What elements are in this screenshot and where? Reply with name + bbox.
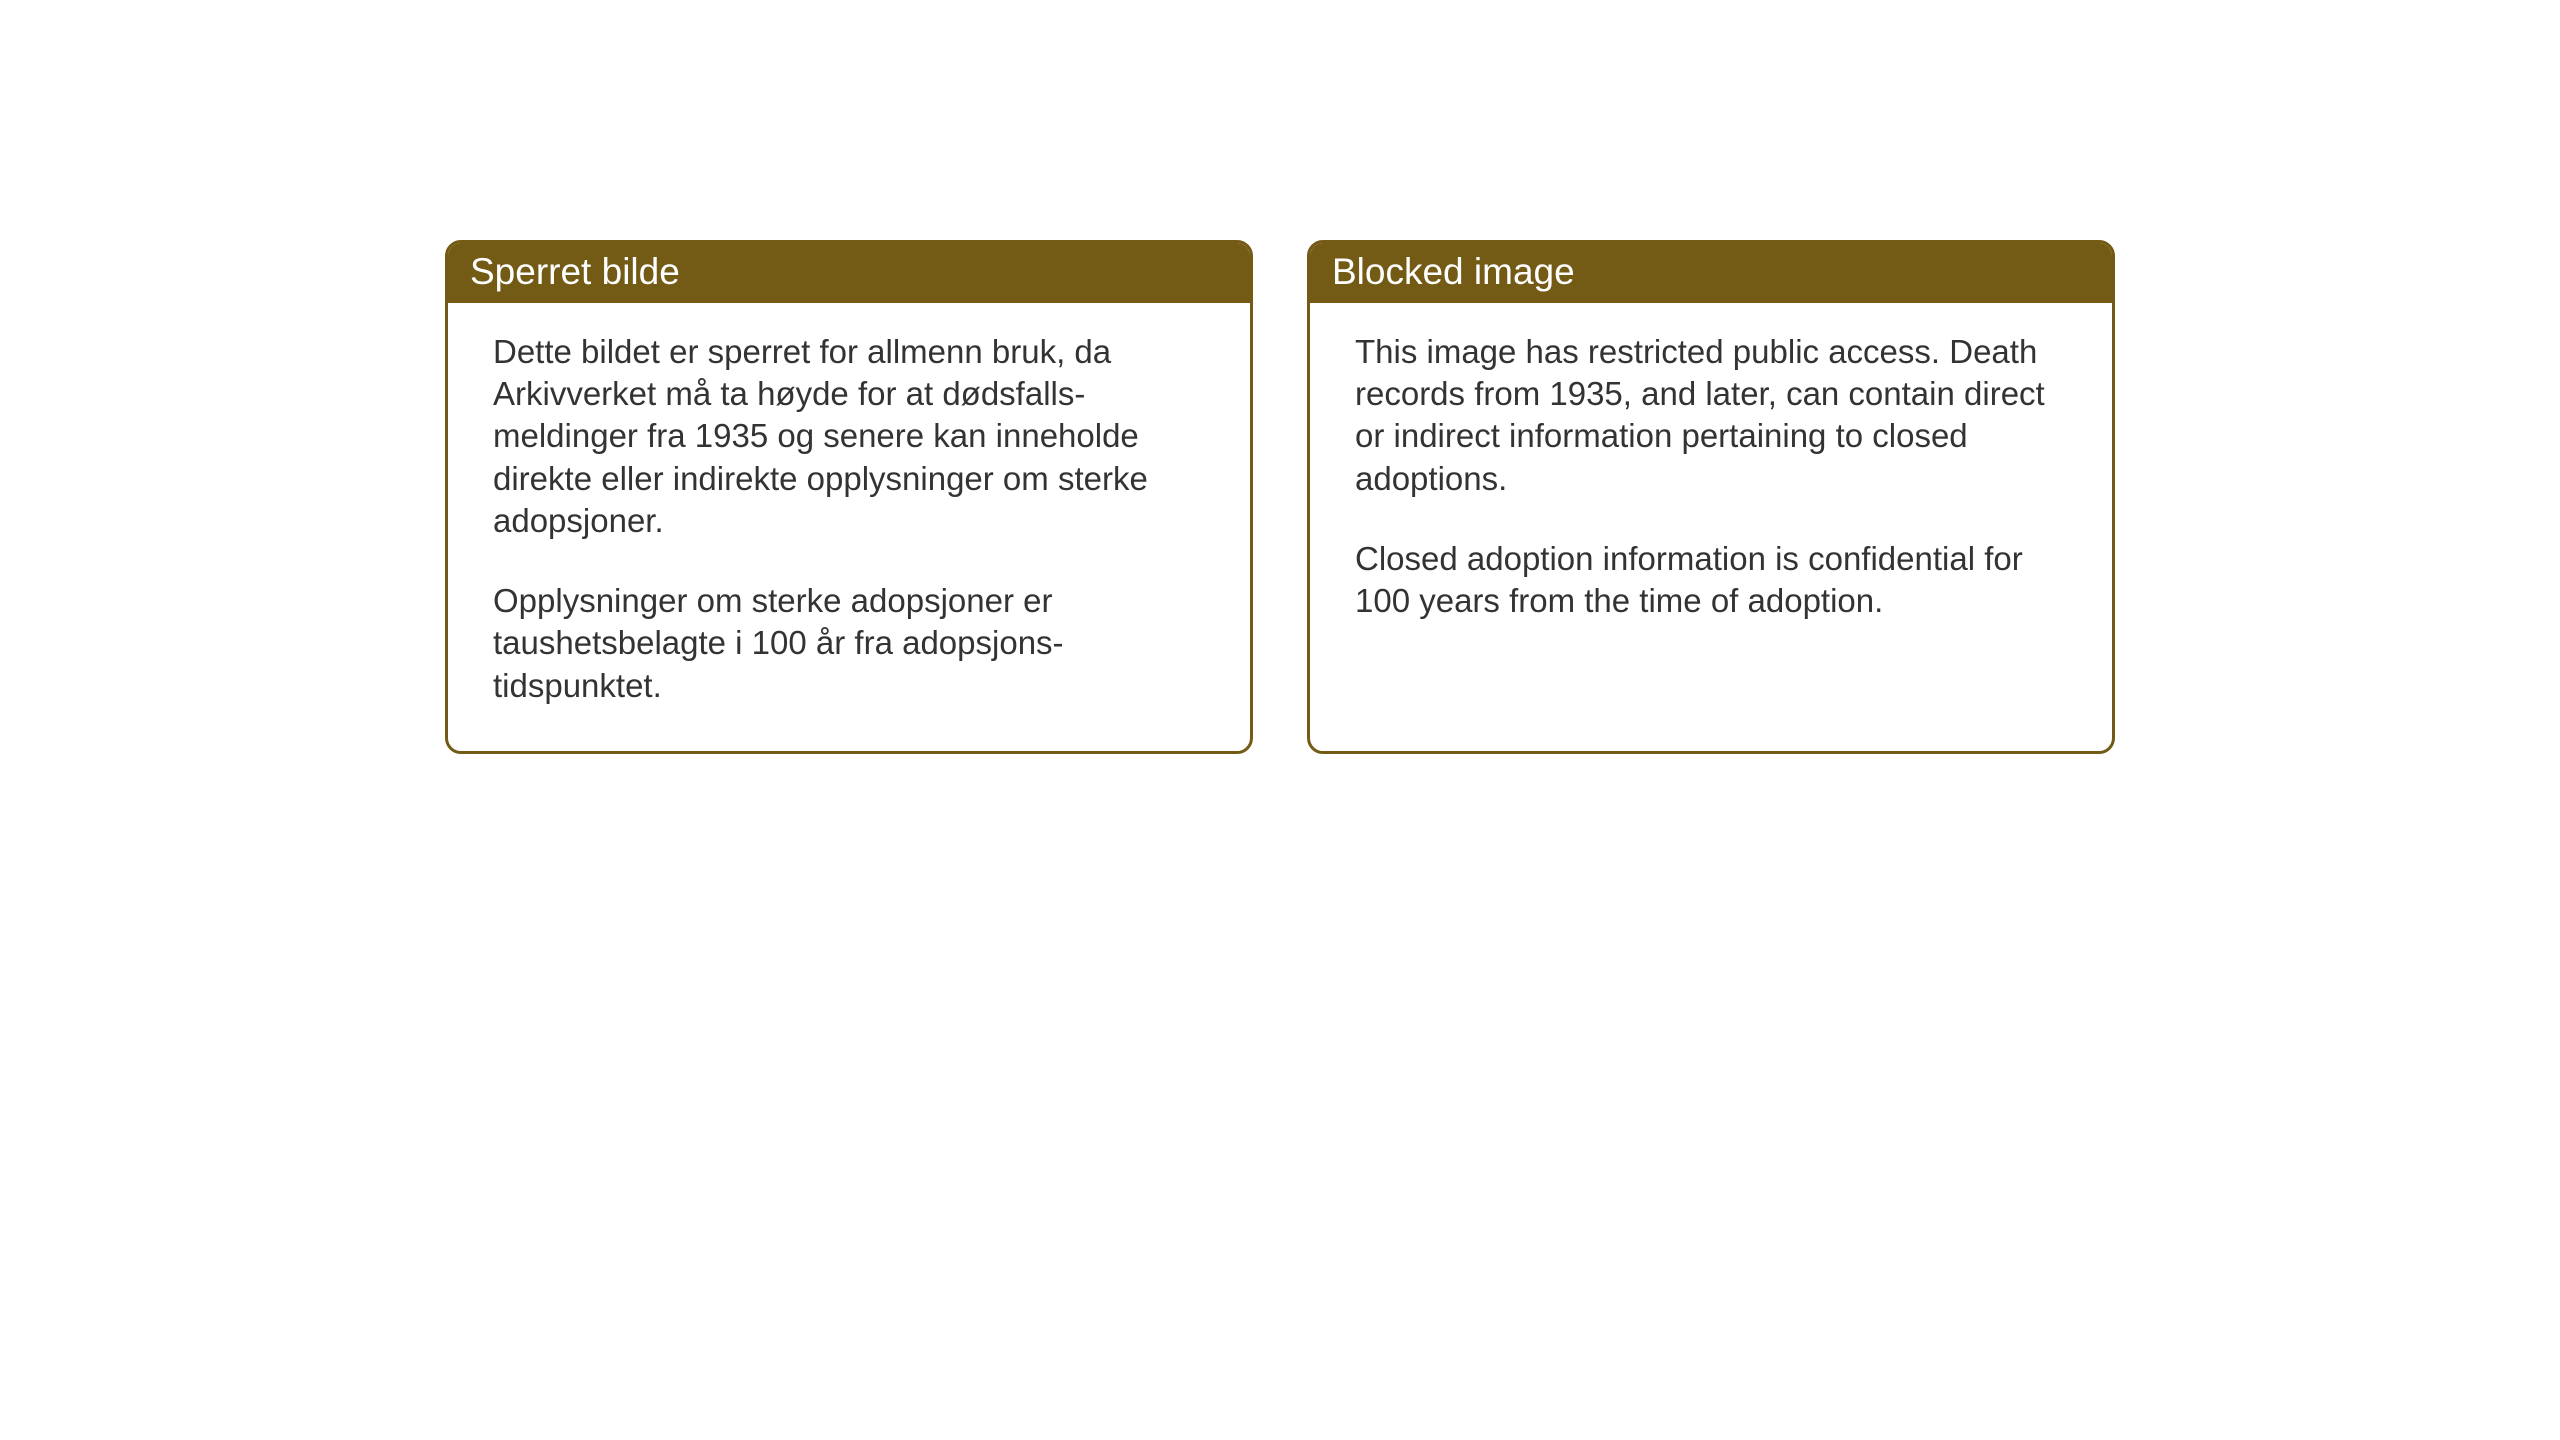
- english-paragraph-1: This image has restricted public access.…: [1355, 331, 2072, 500]
- english-card-body: This image has restricted public access.…: [1310, 303, 2112, 662]
- english-notice-card: Blocked image This image has restricted …: [1307, 240, 2115, 754]
- norwegian-paragraph-2: Opplysninger om sterke adopsjoner er tau…: [493, 580, 1210, 707]
- notice-container: Sperret bilde Dette bildet er sperret fo…: [0, 0, 2560, 754]
- norwegian-card-title: Sperret bilde: [448, 243, 1250, 303]
- norwegian-card-body: Dette bildet er sperret for allmenn bruk…: [448, 303, 1250, 747]
- english-paragraph-2: Closed adoption information is confident…: [1355, 538, 2072, 622]
- norwegian-notice-card: Sperret bilde Dette bildet er sperret fo…: [445, 240, 1253, 754]
- norwegian-paragraph-1: Dette bildet er sperret for allmenn bruk…: [493, 331, 1210, 542]
- english-card-title: Blocked image: [1310, 243, 2112, 303]
